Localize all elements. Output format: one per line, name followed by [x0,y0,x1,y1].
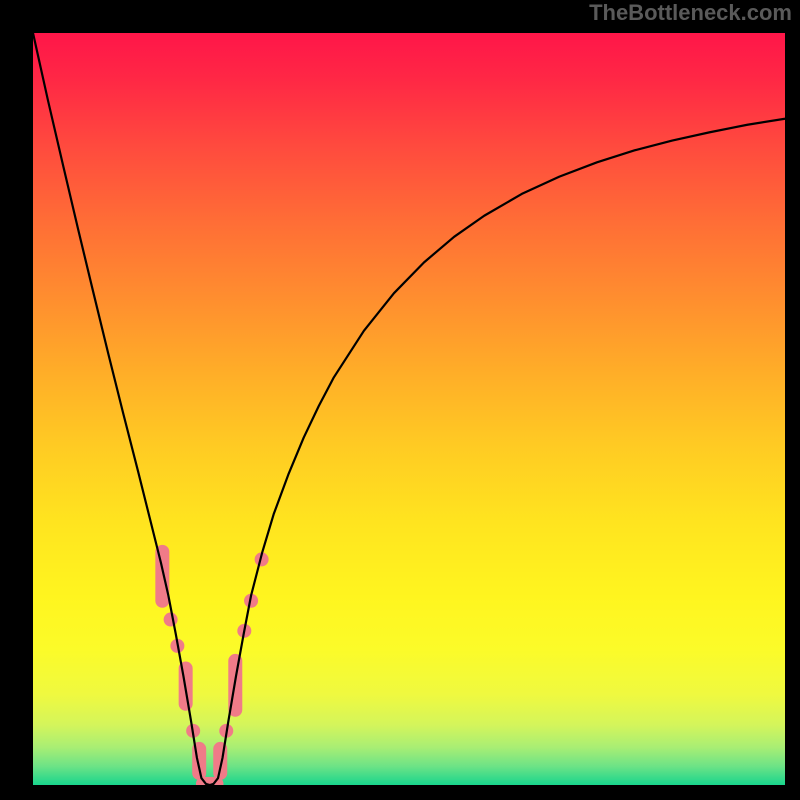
watermark-label: TheBottleneck.com [589,0,792,26]
gradient-background [33,33,785,785]
plot-area [33,33,785,785]
bottleneck-chart-svg [33,33,785,785]
chart-root: TheBottleneck.com [0,0,800,800]
marker-dot [164,613,178,627]
